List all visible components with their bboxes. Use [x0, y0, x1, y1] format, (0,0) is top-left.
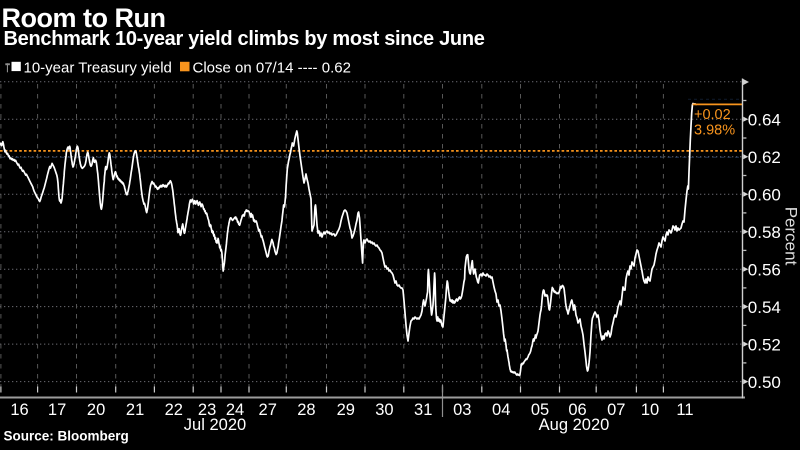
svg-text:29: 29: [337, 401, 355, 419]
svg-text:Jul 2020: Jul 2020: [184, 416, 246, 434]
svg-text:03: 03: [453, 401, 471, 419]
svg-text:Percent: Percent: [782, 207, 800, 266]
svg-text:23: 23: [198, 401, 216, 419]
svg-text:Source: Bloomberg: Source: Bloomberg: [4, 429, 129, 444]
svg-text:17: 17: [48, 401, 66, 419]
svg-text:31: 31: [414, 401, 432, 419]
svg-text:0.52: 0.52: [748, 335, 781, 354]
svg-text:0.64: 0.64: [748, 111, 781, 130]
svg-text:3.98%: 3.98%: [694, 123, 735, 139]
svg-text:07: 07: [607, 401, 625, 419]
svg-text:04: 04: [492, 401, 510, 419]
svg-text:0.60: 0.60: [748, 186, 781, 205]
svg-text:22: 22: [165, 401, 183, 419]
svg-text:Close on 07/14 ---- 0.62: Close on 07/14 ---- 0.62: [193, 60, 351, 77]
svg-text:21: 21: [126, 401, 144, 419]
svg-text:11: 11: [676, 401, 693, 419]
svg-text:05: 05: [531, 401, 549, 419]
svg-text:16: 16: [10, 401, 28, 419]
svg-text:Benchmark 10-year yield climbs: Benchmark 10-year yield climbs by most s…: [4, 28, 485, 50]
svg-text:20: 20: [87, 401, 105, 419]
svg-text:+0.02: +0.02: [694, 107, 731, 123]
svg-text:0.50: 0.50: [748, 373, 781, 392]
svg-text:0.56: 0.56: [748, 261, 781, 280]
svg-text:0.54: 0.54: [748, 298, 781, 317]
svg-text:24: 24: [226, 401, 244, 419]
svg-text:Aug 2020: Aug 2020: [539, 416, 610, 434]
svg-text:30: 30: [375, 401, 393, 419]
svg-text:10: 10: [641, 401, 659, 419]
svg-text:0.62: 0.62: [748, 148, 781, 167]
svg-text:10-year Treasury yield: 10-year Treasury yield: [24, 60, 172, 77]
svg-text:28: 28: [297, 401, 315, 419]
svg-text:Room to Run: Room to Run: [2, 3, 166, 33]
svg-text:06: 06: [568, 401, 586, 419]
svg-text:27: 27: [259, 401, 277, 419]
svg-text:0.58: 0.58: [748, 223, 781, 242]
